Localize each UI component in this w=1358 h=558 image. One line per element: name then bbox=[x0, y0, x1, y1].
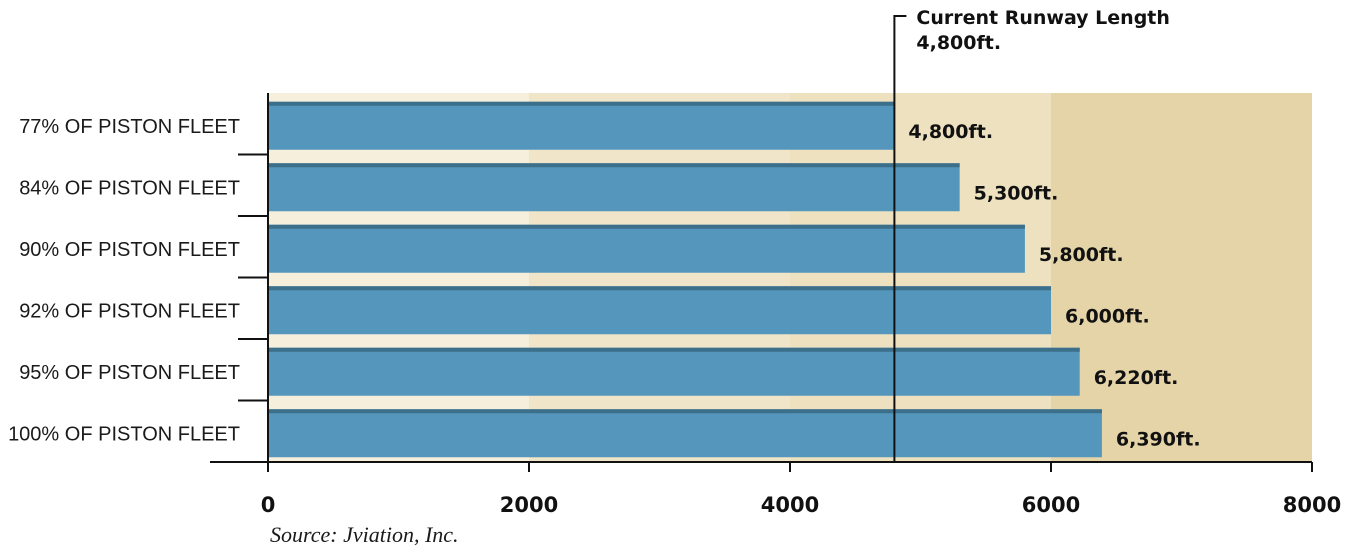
bar-body bbox=[268, 409, 1102, 458]
category-label: 84% OF PISTON FLEET bbox=[19, 177, 240, 199]
x-tick-label: 6000 bbox=[1022, 493, 1080, 517]
bar-body bbox=[268, 286, 1051, 335]
value-label: 5,800ft. bbox=[1039, 244, 1124, 266]
bar-top-edge bbox=[268, 101, 895, 106]
value-label: 6,390ft. bbox=[1116, 428, 1201, 450]
bar-body bbox=[268, 163, 960, 212]
bar bbox=[268, 101, 895, 150]
bar-body bbox=[268, 224, 1025, 273]
category-label: 95% OF PISTON FLEET bbox=[19, 362, 240, 384]
bar-body bbox=[268, 101, 895, 150]
bar bbox=[268, 224, 1025, 273]
bar-top-edge bbox=[268, 163, 960, 168]
background-bands bbox=[268, 93, 1312, 462]
background-band bbox=[268, 93, 529, 462]
x-tick-labels: 0 2000 4000 6000 8000 bbox=[261, 493, 1342, 517]
category-label: 77% OF PISTON FLEET bbox=[19, 116, 240, 138]
bar-top-edge bbox=[268, 347, 1080, 352]
bars bbox=[268, 101, 1102, 458]
axes bbox=[210, 93, 1313, 472]
value-label: 6,220ft. bbox=[1094, 367, 1179, 389]
bar-body bbox=[268, 347, 1080, 396]
source-note: Source: Jviation, Inc. bbox=[270, 522, 459, 547]
bar bbox=[268, 409, 1102, 458]
bar bbox=[268, 163, 960, 212]
value-label: 5,300ft. bbox=[974, 182, 1059, 204]
background-band bbox=[529, 93, 790, 462]
bar bbox=[268, 347, 1080, 396]
category-label: 90% OF PISTON FLEET bbox=[19, 239, 240, 261]
bar-top-edge bbox=[268, 224, 1025, 229]
x-tick-label: 8000 bbox=[1283, 493, 1341, 517]
x-tick-label: 4000 bbox=[761, 493, 819, 517]
reference-line-label: Current Runway Length bbox=[916, 7, 1170, 29]
bar-top-edge bbox=[268, 409, 1102, 414]
value-labels: 4,800ft. 5,300ft. 5,800ft. 6,000ft. 6,220ft.… bbox=[908, 121, 1200, 451]
bar-top-edge bbox=[268, 286, 1051, 291]
background-band bbox=[790, 93, 1051, 462]
value-label: 6,000ft. bbox=[1065, 305, 1150, 327]
category-label: 100% OF PISTON FLEET bbox=[8, 423, 240, 445]
category-label: 92% OF PISTON FLEET bbox=[19, 300, 240, 322]
reference-line-group: Current Runway Length 4,800ft. bbox=[893, 7, 1170, 462]
category-labels: 77% OF PISTON FLEET 84% OF PISTON FLEET 90… bbox=[8, 116, 240, 446]
reference-line-value-label: 4,800ft. bbox=[916, 32, 1001, 54]
x-tick-label: 0 bbox=[261, 493, 276, 517]
bar bbox=[268, 286, 1051, 335]
x-tick-label: 2000 bbox=[500, 493, 558, 517]
value-label: 4,800ft. bbox=[908, 121, 993, 143]
background-band bbox=[1051, 93, 1312, 462]
